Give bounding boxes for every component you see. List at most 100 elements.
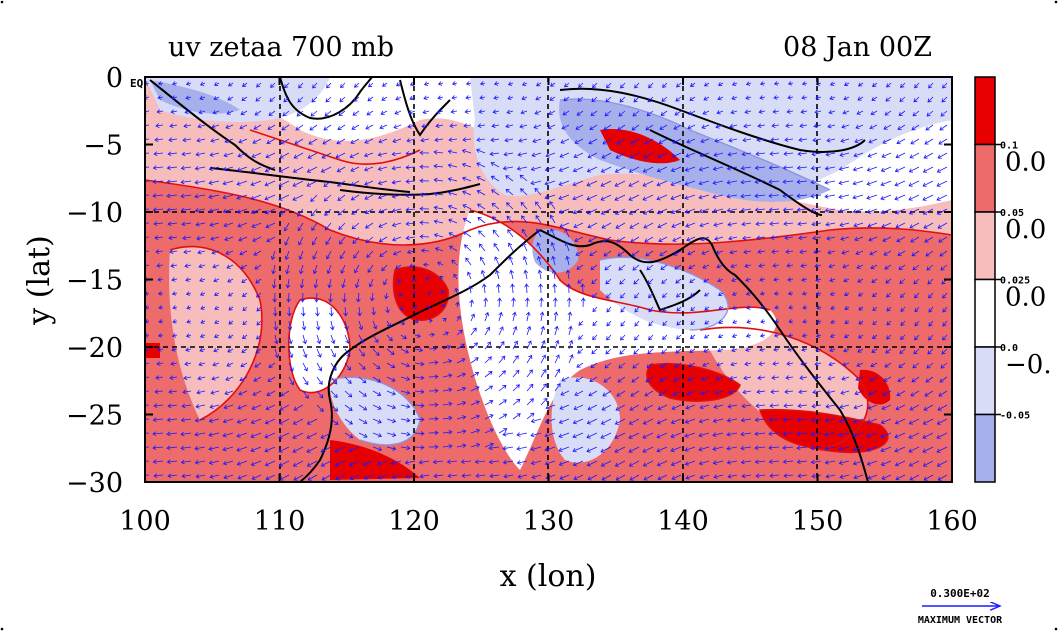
wind-vector (871, 278, 878, 283)
coastline-sumatra (149, 79, 276, 171)
wind-vector (302, 362, 308, 372)
wind-vector (302, 334, 307, 345)
wind-vector (755, 403, 766, 409)
wind-vector (858, 306, 864, 311)
wind-vector (299, 278, 305, 289)
wind-vector (909, 152, 920, 159)
wind-vector (812, 137, 822, 143)
wind-vector (703, 278, 710, 283)
wind-vector (810, 165, 822, 171)
wind-vector (574, 236, 584, 242)
wind-vector (428, 430, 439, 436)
wind-vector (302, 390, 309, 399)
wind-vector (869, 489, 877, 493)
wind-vector (911, 250, 920, 257)
wind-vector (882, 138, 892, 144)
wind-vector (286, 306, 292, 317)
wind-vector (572, 208, 584, 215)
wind-vector (659, 489, 667, 494)
wind-vector (199, 291, 206, 296)
wind-vector (196, 389, 206, 395)
wind-vector (600, 418, 612, 425)
wind-vector (519, 124, 528, 129)
wind-vector (428, 360, 439, 365)
wind-vector (533, 124, 542, 129)
wind-vector (643, 474, 654, 481)
wind-vector (420, 137, 430, 143)
wind-vector (855, 489, 863, 493)
wind-vector (782, 179, 794, 185)
wind-vector (811, 221, 822, 227)
wind-vector (586, 432, 598, 439)
wind-vector (718, 305, 724, 310)
wind-vector (885, 278, 892, 284)
wind-vector (152, 417, 164, 423)
wind-vector (392, 138, 402, 143)
wind-vector (659, 124, 668, 130)
wind-vector (730, 109, 738, 115)
wind-vector (632, 264, 640, 271)
wind-vector (628, 194, 640, 201)
wind-vector (660, 264, 668, 270)
wind-vector (227, 82, 234, 87)
wind-vector (210, 138, 220, 143)
wind-vector (577, 348, 584, 354)
wind-vector (754, 431, 766, 437)
wind-vector (508, 242, 514, 252)
wind-vector (634, 320, 640, 327)
wind-vector (536, 242, 542, 252)
wind-vector (484, 371, 493, 378)
wind-vector (434, 247, 444, 252)
wind-vector (287, 320, 293, 331)
wind-vector (210, 390, 220, 395)
wind-vector (657, 474, 668, 481)
y-tick-label: −5 (83, 131, 123, 162)
wind-vector (449, 123, 458, 128)
wind-vector (648, 82, 654, 89)
wind-vector (380, 110, 388, 115)
wind-vector (802, 305, 808, 310)
wind-vector (209, 474, 220, 479)
wind-vector (145, 432, 150, 434)
wind-vector (843, 348, 850, 353)
wind-vector (427, 291, 432, 296)
wind-vector (909, 474, 920, 481)
wind-vector (530, 418, 542, 424)
wind-vector (684, 208, 696, 214)
wind-vector (200, 305, 206, 310)
wind-vector (214, 305, 220, 310)
wind-vector (688, 362, 696, 368)
wind-vector (643, 152, 654, 159)
wind-vector (167, 473, 178, 479)
weak-negative-region (329, 377, 420, 445)
wind-vector (601, 404, 612, 411)
wind-vector (209, 152, 220, 157)
wind-vector (400, 334, 407, 339)
wind-vector (558, 208, 570, 214)
wind-vector (699, 404, 710, 410)
wind-vector (167, 221, 178, 227)
wind-vector (629, 222, 640, 229)
wind-vector (155, 123, 164, 128)
coastline-gulf-carpentaria (639, 269, 701, 312)
vector-key-magnitude: 0.300E+02 (930, 587, 990, 600)
wind-vector (605, 278, 612, 285)
wind-vector (630, 138, 640, 145)
wind-vector (615, 152, 626, 159)
wind-vector (825, 222, 836, 227)
contour-line (699, 326, 869, 451)
wind-vector (222, 460, 234, 466)
wind-vector (240, 264, 248, 270)
wind-vector (242, 334, 248, 339)
wind-vector (456, 429, 467, 434)
wind-vector (698, 166, 710, 172)
wind-vector (923, 474, 934, 481)
wind-vector (293, 152, 304, 159)
wind-vector (882, 236, 892, 242)
wind-vector (634, 292, 640, 299)
wind-vector (250, 180, 262, 187)
wind-vector (337, 208, 346, 216)
wind-vector (400, 404, 411, 409)
wind-vector (717, 82, 724, 87)
wind-vector (675, 348, 682, 354)
